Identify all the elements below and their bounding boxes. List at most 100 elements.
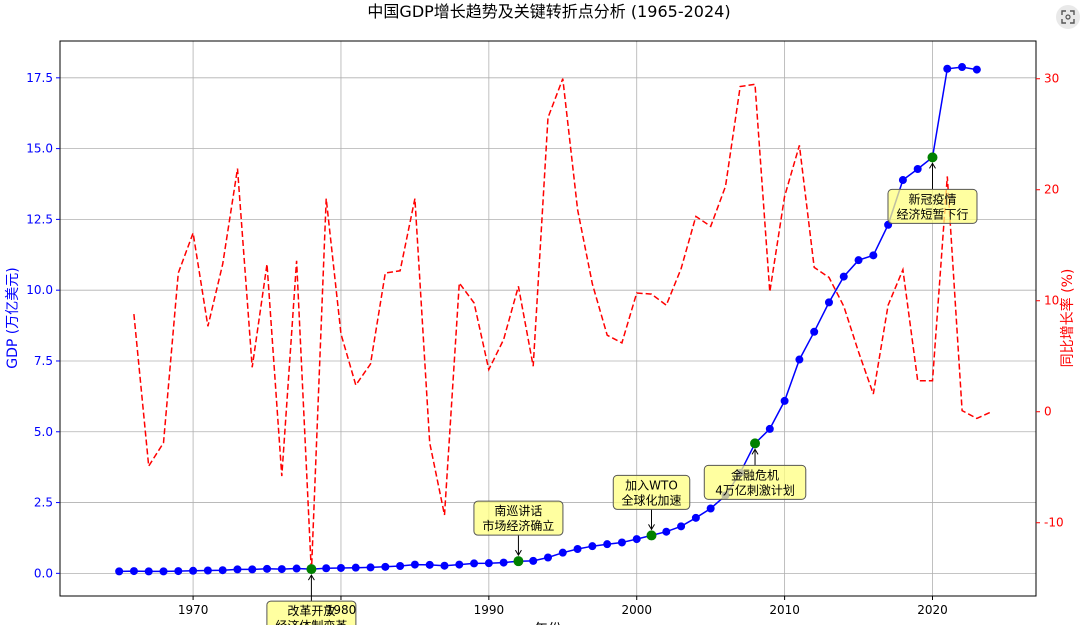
gdp-point <box>972 65 981 74</box>
x-tick-label: 2020 <box>917 603 948 617</box>
gdp-point <box>706 504 715 513</box>
gdp-point <box>632 535 641 544</box>
annotation-text: 金融危机 <box>731 467 779 482</box>
gdp-point <box>617 538 626 547</box>
y-left-tick-label: 0.0 <box>34 566 53 580</box>
gdp-point <box>144 567 153 576</box>
gdp-point <box>410 560 419 569</box>
y-right-tick-label: 30 <box>1044 72 1059 86</box>
y-right-tick-label: -10 <box>1044 516 1064 530</box>
gdp-point <box>263 564 272 573</box>
annotation-arrowhead <box>751 448 759 455</box>
y-right-tick-label: 0 <box>1044 405 1052 419</box>
y-left-tick-label: 2.5 <box>34 496 53 510</box>
gdp-point <box>189 566 198 575</box>
gdp-point <box>558 548 567 557</box>
annotation-box <box>887 188 978 224</box>
gdp-point <box>810 327 819 336</box>
y-right-tick-label: 20 <box>1044 183 1059 197</box>
gdp-point <box>322 564 331 573</box>
x-tick-label: 2010 <box>769 603 800 617</box>
key-point-marker <box>646 530 657 541</box>
annotation-arrowhead <box>929 162 936 169</box>
gdp-point <box>662 527 671 536</box>
gdp-point <box>292 564 301 573</box>
gdp-point <box>573 544 582 553</box>
gdp-point <box>854 256 863 265</box>
y-left-tick-label: 7.5 <box>34 354 53 368</box>
key-point-marker <box>750 438 761 449</box>
key-point-marker <box>513 556 524 567</box>
annotation-arrowhead <box>648 524 655 531</box>
gdp-point <box>470 559 479 568</box>
gdp-point <box>336 563 345 572</box>
gdp-series <box>115 63 981 576</box>
growth-series <box>133 78 992 573</box>
gdp-point <box>544 553 552 562</box>
annotation-box <box>266 600 357 625</box>
annotations: 改革开放经济体制变革南巡讲话市场经济确立加入WTO全球化加速金融危机4万亿刺激计… <box>266 162 978 625</box>
gdp-point <box>129 567 138 576</box>
gdp-point <box>824 298 833 307</box>
plot-frame <box>59 40 1037 597</box>
gdp-point <box>351 563 360 572</box>
y-left-tick-label: 12.5 <box>26 212 53 226</box>
y-left-tick-label: 17.5 <box>26 71 53 85</box>
annotation-text: 改革开放 <box>287 603 335 618</box>
gdp-point <box>381 562 390 571</box>
gdp-point <box>958 63 967 72</box>
gdp-point <box>159 567 168 576</box>
y-axis-left-label: GDP (万亿美元) <box>5 267 21 368</box>
x-axis-label: 年份 <box>534 622 562 625</box>
annotation-arrowhead <box>514 549 522 557</box>
gdp-point <box>869 251 878 260</box>
gdp-point <box>440 561 449 570</box>
gdp-point <box>484 559 493 568</box>
gdp-point <box>277 565 286 574</box>
axes: 1970 1980 1990 2000 2010 20200.02.55.07.510.0… <box>26 71 1063 617</box>
expand-glyph <box>1061 10 1075 24</box>
key-point-marker <box>306 564 317 575</box>
annotation-box <box>703 464 807 500</box>
gdp-point <box>174 567 183 576</box>
gdp-point <box>943 64 952 73</box>
annotation-text: 南巡讲话 <box>494 503 542 518</box>
annotation-arrowhead <box>307 574 315 581</box>
annotation-text: 全球化加速 <box>622 492 682 507</box>
grid <box>60 41 1036 596</box>
annotation-text: 4万亿刺激计划 <box>715 482 795 497</box>
chart-title: 中国GDP增长趋势及关键转折点分析 (1965-2024) <box>367 2 730 21</box>
gdp-point <box>839 272 848 281</box>
expand-icon[interactable] <box>1056 5 1080 29</box>
gdp-point <box>677 522 686 531</box>
annotation-text: 加入WTO <box>625 478 678 492</box>
gdp-point <box>588 542 597 551</box>
gdp-point <box>913 164 922 173</box>
gdp-point <box>218 566 227 575</box>
gdp-point <box>115 567 124 576</box>
gdp-point <box>396 561 405 570</box>
y-axis-right-label: 同比增长率 (%) <box>1059 269 1076 368</box>
key-point-marker <box>927 152 938 163</box>
annotation-box <box>612 474 691 510</box>
gdp-point <box>780 396 789 405</box>
annotation: 改革开放经济体制变革 <box>266 574 357 625</box>
gdp-point <box>425 560 434 569</box>
y-right-tick-label: 10 <box>1044 294 1059 308</box>
x-tick-label: 1980 <box>326 603 357 617</box>
gdp-point <box>203 566 212 575</box>
gdp-point <box>795 355 804 364</box>
y-left-tick-label: 5.0 <box>34 425 53 439</box>
annotation-text: 经济短暂下行 <box>896 206 968 221</box>
x-tick-label: 1970 <box>178 603 209 617</box>
gdp-point <box>233 565 242 574</box>
x-tick-label: 2000 <box>621 603 652 617</box>
y-left-tick-label: 10.0 <box>26 283 53 297</box>
annotation-text: 市场经济确立 <box>482 518 554 533</box>
gdp-point <box>603 540 612 549</box>
